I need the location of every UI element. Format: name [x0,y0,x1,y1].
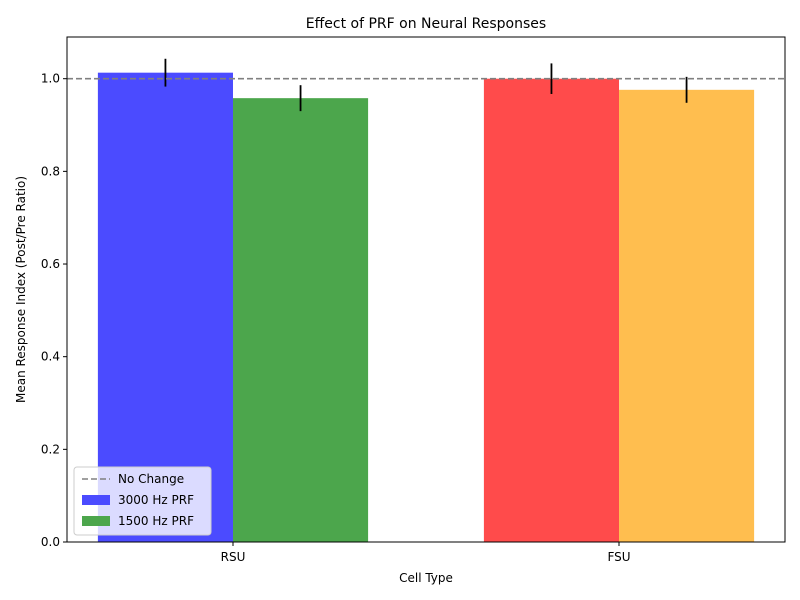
bar-fsu-3 [619,89,755,542]
legend: No Change 3000 Hz PRF 1500 Hz PRF [73,466,212,536]
y-tick-label: 0.4 [41,350,60,364]
y-tick-label: 1.0 [41,72,60,86]
legend-entry-label: 1500 Hz PRF [118,514,194,528]
y-tick-label: 0.0 [41,535,60,549]
plot-area [67,58,785,543]
bar-rsu-1 [232,98,369,543]
x-axis-label: Cell Type [399,571,453,585]
x-tick-label: RSU [221,550,246,564]
bar-rsu-0 [97,72,233,542]
axes-frame [66,36,786,543]
bar-fsu-2 [483,78,620,542]
y-tick-label: 0.6 [41,257,60,271]
x-tick-label: FSU [607,550,630,564]
y-tick-label: 0.8 [41,164,60,178]
y-tick-label: 0.2 [41,442,60,456]
legend-swatch-patch [82,495,110,505]
legend-entry-label: No Change [118,472,184,486]
axes: 0.0 0.2 0.4 0.6 0.8 1.0 RSU FSU [41,36,786,564]
legend-entry-label: 3000 Hz PRF [118,493,194,507]
y-axis-label: Mean Response Index (Post/Pre Ratio) [14,176,28,403]
chart-title: Effect of PRF on Neural Responses [306,16,546,32]
legend-swatch-patch [82,516,110,526]
